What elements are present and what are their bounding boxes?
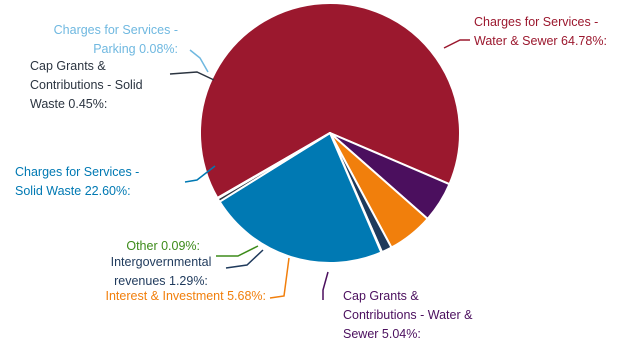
label-line: Contributions - Solid: [30, 78, 143, 92]
label-water_sewer: Charges for Services - Water & Sewer 64.7…: [474, 15, 607, 48]
label-line: Other 0.09%:: [126, 239, 200, 253]
label-line: Contributions - Water &: [343, 308, 473, 322]
label-line: Cap Grants &: [343, 289, 419, 303]
label-line: Water & Sewer 64.78%:: [474, 34, 607, 48]
leader-intergov: [225, 249, 264, 269]
leader-water_sewer: [443, 39, 470, 49]
label-line: revenues 1.29%:: [114, 274, 208, 288]
label-line: Parking 0.08%:: [93, 42, 178, 56]
leader-interest: [269, 257, 290, 299]
label-intergov: Intergovernmental revenues 1.29%:: [111, 255, 212, 288]
label-line: Charges for Services -: [474, 15, 598, 29]
leader-solid_waste: [184, 165, 216, 183]
slice-parking[interactable]: [216, 132, 331, 200]
label-cap_water: Cap Grants & Contributions - Water & Sewer…: [343, 289, 473, 341]
label-other: Other 0.09%:: [126, 239, 200, 253]
label-leaders: [169, 39, 470, 300]
label-line: Cap Grants &: [30, 59, 106, 73]
label-line: Solid Waste 22.60%:: [15, 184, 131, 198]
slice-labels: Charges for Services - Water & Sewer 64.7…: [15, 15, 607, 341]
leader-other: [216, 245, 259, 257]
label-parking: Charges for Services - Parking 0.08%:: [54, 23, 178, 56]
label-interest: Interest & Investment 5.68%:: [106, 289, 267, 303]
label-line: Charges for Services -: [15, 165, 139, 179]
slice-water_sewer[interactable]: [199, 2, 461, 199]
label-line: Interest & Investment 5.68%:: [106, 289, 267, 303]
label-line: Sewer 5.04%:: [343, 327, 421, 341]
leader-cap_solid: [169, 71, 215, 81]
pie-slices: [199, 2, 461, 264]
label-solid_waste: Charges for Services - Solid Waste 22.60%…: [15, 165, 139, 198]
leader-cap_water: [322, 271, 329, 300]
label-line: Intergovernmental: [111, 255, 212, 269]
label-line: Waste 0.45%:: [30, 97, 107, 111]
label-cap_solid: Cap Grants & Contributions - Solid Waste 0…: [30, 59, 143, 111]
label-line: Charges for Services -: [54, 23, 178, 37]
leader-parking: [189, 49, 209, 73]
slice-solid_waste[interactable]: [218, 132, 383, 264]
